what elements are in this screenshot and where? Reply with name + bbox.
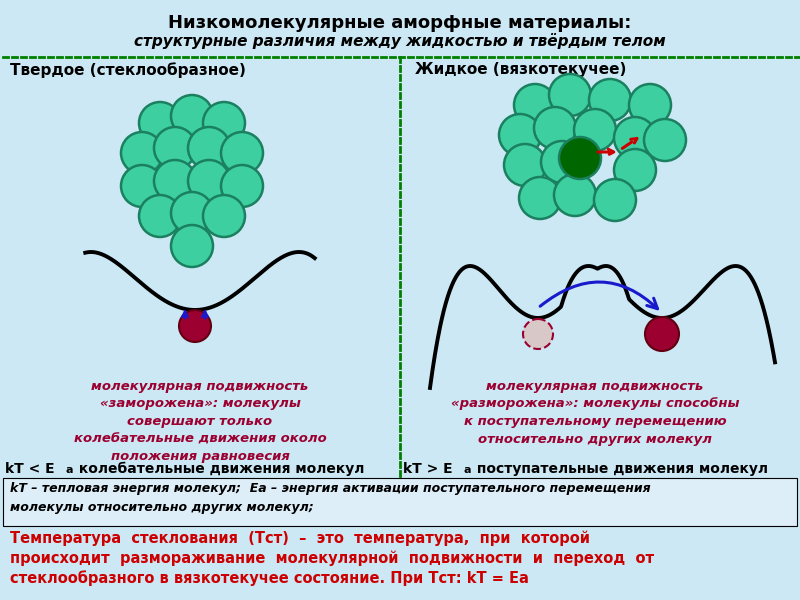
Circle shape [139,102,181,144]
Circle shape [514,84,556,126]
Circle shape [221,132,263,174]
Circle shape [645,317,679,351]
Text: kT > E: kT > E [403,462,453,476]
Circle shape [541,141,583,183]
Text: поступательные движения молекул: поступательные движения молекул [472,462,768,476]
Circle shape [554,174,596,216]
Circle shape [644,119,686,161]
Text: происходит  размораживание  молекулярной  подвижности  и  переход  от: происходит размораживание молекулярной п… [10,550,654,565]
Text: молекулярная подвижность
«заморожена»: молекулы
совершают только
колебательные д: молекулярная подвижность «заморожена»: м… [74,380,326,463]
Circle shape [188,127,230,169]
Circle shape [589,79,631,121]
Circle shape [549,74,591,116]
Text: Твердое (стеклообразное): Твердое (стеклообразное) [10,62,246,78]
Circle shape [203,102,245,144]
Text: стеклообразного в вязкотекучее состояние. При Тст: kT = Еа: стеклообразного в вязкотекучее состояние… [10,570,529,586]
Circle shape [534,107,576,149]
Text: a: a [66,465,74,475]
Circle shape [171,225,213,267]
Circle shape [504,144,546,186]
Circle shape [188,160,230,202]
Text: a: a [464,465,471,475]
Circle shape [559,137,601,179]
Circle shape [203,195,245,237]
Circle shape [629,84,671,126]
Text: Температура  стеклования  (Тст)  –  это  температура,  при  которой: Температура стеклования (Тст) – это темп… [10,530,590,545]
Circle shape [614,117,656,159]
Text: kT – тепловая энергия молекул;  Ea – энергия активации поступательного перемещен: kT – тепловая энергия молекул; Ea – энер… [10,482,650,495]
Circle shape [179,310,211,342]
Text: kT < E: kT < E [5,462,54,476]
Circle shape [121,165,163,207]
Circle shape [523,319,553,349]
Text: Жидкое (вязкотекучее): Жидкое (вязкотекучее) [415,62,626,77]
Text: колебательные движения молекул: колебательные движения молекул [74,462,364,476]
Text: Низкомолекулярные аморфные материалы:: Низкомолекулярные аморфные материалы: [168,14,632,32]
FancyArrowPatch shape [540,282,658,309]
Circle shape [594,179,636,221]
Text: молекулы относительно других молекул;: молекулы относительно других молекул; [10,501,314,514]
Circle shape [519,177,561,219]
Circle shape [221,165,263,207]
Circle shape [614,149,656,191]
Text: структурные различия между жидкостью и твёрдым телом: структурные различия между жидкостью и т… [134,33,666,49]
Circle shape [154,160,196,202]
Circle shape [171,95,213,137]
Circle shape [121,132,163,174]
Circle shape [499,114,541,156]
FancyBboxPatch shape [3,478,797,526]
Circle shape [154,127,196,169]
Circle shape [139,195,181,237]
Circle shape [171,192,213,234]
Circle shape [574,109,616,151]
Text: молекулярная подвижность
«разморожена»: молекулы способны
к поступательному пере: молекулярная подвижность «разморожена»: … [450,380,739,445]
